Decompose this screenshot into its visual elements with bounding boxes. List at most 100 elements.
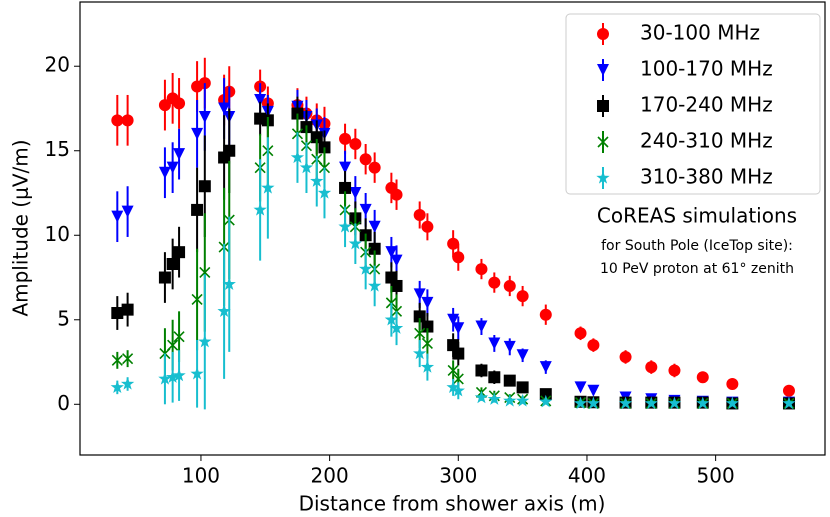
marker: [111, 114, 124, 127]
marker: [385, 246, 398, 259]
legend-label: 30-100 MHz: [640, 21, 760, 45]
marker: [644, 396, 658, 410]
marker: [217, 304, 231, 317]
marker: [503, 393, 517, 407]
marker: [158, 371, 172, 385]
marker: [390, 279, 403, 292]
y-tick-label: 0: [57, 391, 70, 415]
marker: [452, 322, 465, 335]
marker: [452, 251, 465, 264]
marker: [190, 366, 204, 380]
marker: [173, 331, 185, 343]
y-tick-label: 15: [45, 137, 70, 161]
legend-label: 100-170 MHz: [640, 57, 773, 81]
marker: [515, 393, 530, 407]
marker: [167, 339, 179, 351]
marker: [120, 377, 135, 390]
marker: [586, 396, 601, 410]
x-axis-label: Distance from shower axis (m): [299, 492, 606, 516]
y-tick-label: 5: [57, 306, 70, 330]
marker: [198, 180, 211, 193]
x-tick-label: 300: [439, 464, 477, 488]
marker: [173, 148, 186, 161]
marker: [368, 220, 381, 233]
marker: [172, 368, 186, 382]
marker: [516, 381, 529, 394]
marker: [725, 396, 740, 410]
marker: [503, 340, 516, 353]
marker: [110, 380, 124, 394]
y-tick-label: 10: [45, 222, 70, 246]
marker: [667, 396, 682, 410]
marker: [218, 102, 231, 115]
marker: [452, 347, 465, 360]
marker: [413, 310, 426, 323]
marker: [451, 383, 465, 397]
marker: [158, 99, 171, 112]
marker: [488, 337, 501, 350]
marker: [199, 266, 211, 279]
marker: [253, 202, 267, 216]
marker: [587, 339, 600, 352]
marker: [474, 390, 489, 404]
marker: [299, 160, 314, 174]
marker: [390, 188, 403, 201]
marker: [121, 114, 134, 127]
legend-marker: [597, 100, 609, 112]
marker: [587, 384, 600, 397]
marker: [290, 150, 305, 164]
marker: [446, 380, 460, 394]
legend-marker: [597, 28, 609, 40]
marker: [111, 307, 124, 320]
x-tick-label: 100: [182, 464, 220, 488]
annotation-title: CoREAS simulations: [597, 204, 797, 228]
marker: [166, 257, 179, 270]
marker: [782, 396, 796, 410]
x-tick-label: 400: [568, 464, 606, 488]
marker: [359, 153, 372, 166]
marker: [339, 132, 352, 145]
marker: [198, 334, 212, 348]
marker: [696, 396, 710, 410]
marker: [368, 278, 382, 292]
marker: [782, 384, 795, 397]
marker: [318, 162, 331, 174]
y-tick-label: 20: [45, 53, 70, 77]
marker: [317, 186, 332, 199]
legend-box: [565, 13, 821, 195]
legend-marker: [596, 171, 610, 184]
marker: [338, 219, 352, 233]
marker: [645, 361, 658, 374]
marker: [111, 354, 123, 366]
marker: [539, 361, 552, 374]
marker: [165, 370, 180, 383]
legend-marker: [597, 136, 609, 148]
marker: [121, 205, 134, 218]
marker: [339, 161, 352, 174]
marker: [358, 262, 373, 275]
marker: [310, 174, 324, 187]
marker: [222, 277, 236, 290]
marker: [618, 396, 633, 410]
marker: [349, 187, 362, 200]
marker: [349, 137, 362, 150]
marker: [385, 297, 397, 309]
legend-label: 310-380 MHz: [640, 165, 773, 189]
marker: [487, 392, 501, 405]
marker: [368, 242, 381, 255]
marker: [420, 360, 435, 373]
plot-frame: [79, 1, 826, 456]
y-axis-label: Amplitude (μV/m): [9, 139, 33, 316]
marker: [254, 94, 267, 107]
annotation-line: for South Pole (IceTop site):: [601, 238, 793, 254]
marker: [539, 394, 553, 408]
marker: [573, 396, 588, 410]
marker: [421, 337, 433, 350]
marker: [574, 381, 587, 394]
marker: [173, 246, 186, 259]
marker: [726, 378, 739, 391]
marker: [368, 161, 381, 174]
marker: [122, 353, 134, 365]
marker: [173, 97, 186, 110]
